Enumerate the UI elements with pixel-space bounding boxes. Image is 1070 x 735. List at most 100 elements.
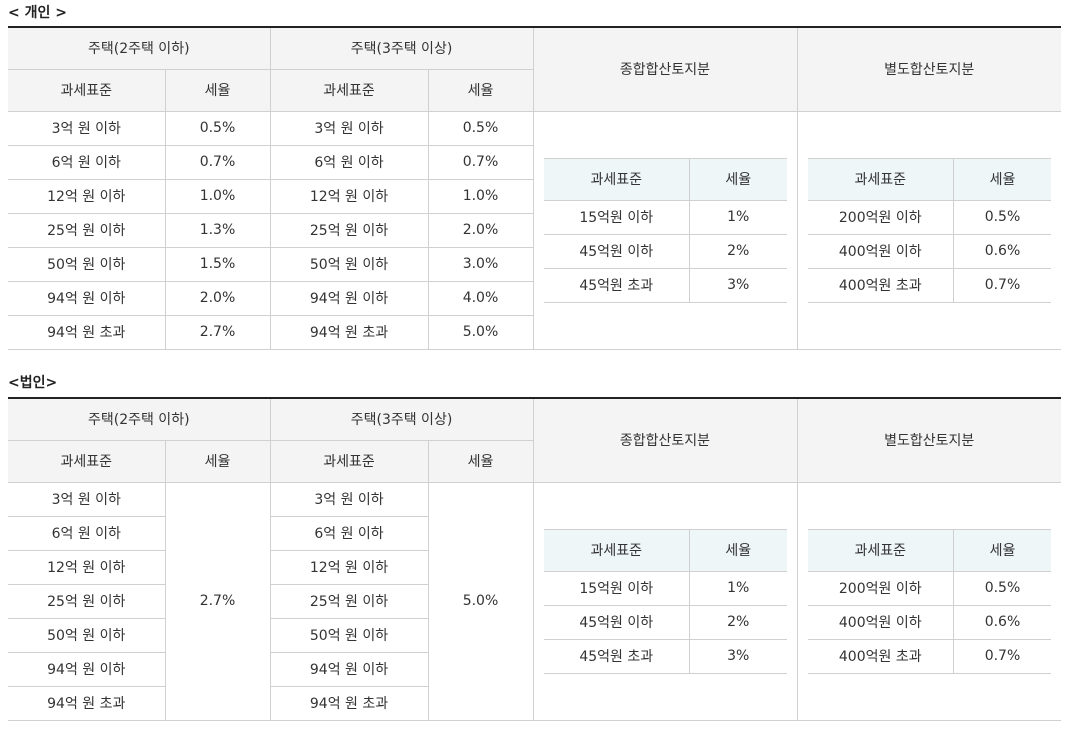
header-house2: 주택(2주택 이하): [8, 26, 271, 70]
rate-cell: 1.3%: [164, 212, 271, 248]
table-row: 50억 원 이하 50억 원 이하: [8, 617, 1061, 653]
table-row: 400억원 이하 0.6%: [807, 234, 1051, 269]
tax-base-cell: 6억 원 이하: [8, 144, 166, 180]
header-rate: 세율: [427, 68, 533, 112]
table-row: 94억 원 이하 94억 원 이하: [8, 651, 1061, 687]
tax-base-cell: 200억원 이하: [807, 200, 954, 235]
tax-base-cell: 15억원 이하: [543, 200, 690, 235]
individual-tax-table: 주택(2주택 이하) 주택(3주택 이상) 종합합산토지분 별도합산토지분 과세…: [8, 26, 1061, 350]
rate-cell: 0.5%: [953, 571, 1051, 606]
sub-header-tax-base: 과세표준: [807, 157, 954, 201]
rate-cell: 0.7%: [164, 144, 271, 180]
header-separate-land: 별도합산토지분: [796, 397, 1061, 483]
tax-base-cell: 94억 원 초과: [269, 314, 429, 350]
table-row: 45억원 초과 3%: [543, 639, 787, 674]
rate-cell: 5.0%: [427, 314, 533, 350]
rate-cell: 1%: [689, 200, 787, 235]
tax-base-cell: 3억 원 이하: [8, 481, 166, 517]
table-row: 45억원 초과 3%: [543, 268, 787, 303]
header-house3: 주택(3주택 이상): [269, 397, 534, 441]
general-land-table: 과세표준 세율 15억원 이하 1% 45억원 이하 2% 45억원 초과 3%: [543, 157, 787, 303]
sub-header-tax-base: 과세표준: [543, 157, 690, 201]
general-land-table: 과세표준 세율 15억원 이하 1% 45억원 이하 2% 45억원 초과 3%: [543, 528, 787, 674]
rate-cell: 0.6%: [953, 605, 1051, 640]
header-tax-base: 과세표준: [8, 439, 166, 483]
sub-header-tax-base: 과세표준: [807, 528, 954, 572]
table-row: 94억 원 초과 94억 원 초과: [8, 685, 1061, 721]
tax-base-cell: 400억원 이하: [807, 234, 954, 269]
tax-base-cell: 25억 원 이하: [8, 212, 166, 248]
individual-section-title: < 개인 >: [8, 5, 67, 21]
header-separate-land: 별도합산토지분: [796, 26, 1061, 112]
tax-base-cell: 45억원 초과: [543, 268, 690, 303]
rate-cell: 4.0%: [427, 280, 533, 316]
table-row: 45억원 이하 2%: [543, 605, 787, 640]
tax-base-cell: 6억 원 이하: [269, 144, 429, 180]
rate-cell: 2.0%: [164, 280, 271, 316]
tax-base-cell: 25억 원 이하: [269, 583, 428, 619]
rate-cell: 3%: [689, 268, 787, 303]
rate-cell: 0.7%: [953, 639, 1051, 674]
sub-header-rate: 세율: [953, 157, 1051, 201]
tax-base-cell: 12억 원 이하: [8, 549, 166, 585]
tax-base-cell: 45억원 이하: [543, 234, 690, 269]
tax-base-cell: 94억 원 이하: [269, 651, 428, 687]
tax-base-cell: 45억원 초과: [543, 639, 690, 674]
sub-header-rate: 세율: [689, 157, 787, 201]
tax-base-cell: 50억 원 이하: [269, 617, 428, 653]
table-row: 12억 원 이하 1.0% 12억 원 이하 1.0%: [8, 178, 1061, 214]
separate-land-cell: 과세표준 세율 200억원 이하 0.5% 400억원 이하 0.6% 400억원 …: [796, 481, 1061, 721]
tax-base-cell: 94억 원 이하: [269, 280, 429, 316]
table-row: 200억원 이하 0.5%: [807, 571, 1051, 606]
corporate-tax-table: 주택(2주택 이하) 주택(3주택 이상) 종합합산토지분 별도합산토지분 과세…: [8, 397, 1061, 721]
general-land-cell: 과세표준 세율 15억원 이하 1% 45억원 이하 2% 45억원 초과 3%: [532, 481, 798, 721]
table-row: 400억원 이하 0.6%: [807, 605, 1051, 640]
separate-land-table: 과세표준 세율 200억원 이하 0.5% 400억원 이하 0.6% 400억원 …: [807, 157, 1051, 303]
table-row: 94억 원 이하 2.0% 94억 원 이하 4.0%: [8, 280, 1061, 316]
header-tax-base: 과세표준: [8, 68, 166, 112]
table-row: 94억 원 초과 2.7% 94억 원 초과 5.0%: [8, 314, 1061, 350]
rate-cell: 0.7%: [953, 268, 1051, 303]
table-row: 25억 원 이하 25억 원 이하: [8, 583, 1061, 619]
rate-cell: 0.5%: [164, 110, 271, 146]
general-land-cell: 과세표준 세율 15억원 이하 1% 45억원 이하 2% 45억원 초과 3%: [532, 110, 798, 350]
separate-land-table: 과세표준 세율 200억원 이하 0.5% 400억원 이하 0.6% 400억원 …: [807, 528, 1051, 674]
table-row: 400억원 초과 0.7%: [807, 268, 1051, 303]
rate-cell: 3.0%: [427, 246, 533, 282]
tax-base-cell: 94억 원 초과: [8, 685, 166, 721]
header-general-land: 종합합산토지분: [532, 397, 798, 483]
tax-base-cell: 3억 원 이하: [269, 110, 429, 146]
rate-cell: 2.0%: [427, 212, 533, 248]
header-tax-base: 과세표준: [269, 68, 429, 112]
rate-cell: 1.0%: [427, 178, 533, 214]
tax-base-cell: 3억 원 이하: [8, 110, 166, 146]
table-row: 25억 원 이하 1.3% 25억 원 이하 2.0%: [8, 212, 1061, 248]
table-row: 50억 원 이하 1.5% 50억 원 이하 3.0%: [8, 246, 1061, 282]
tax-base-cell: 94억 원 이하: [8, 651, 166, 687]
tax-base-cell: 6억 원 이하: [269, 515, 428, 551]
tax-base-cell: 400억원 초과: [807, 268, 954, 303]
sub-header-tax-base: 과세표준: [543, 528, 690, 572]
rate-cell: 1%: [689, 571, 787, 606]
header-rate: 세율: [164, 439, 271, 483]
rate-cell: 2%: [689, 605, 787, 640]
tax-base-cell: 94억 원 초과: [8, 314, 166, 350]
separate-land-cell: 과세표준 세율 200억원 이하 0.5% 400억원 이하 0.6% 400억원 …: [796, 110, 1061, 350]
rate-cell: 2%: [689, 234, 787, 269]
rate-cell: 2.7%: [164, 314, 271, 350]
tax-base-cell: 3억 원 이하: [269, 481, 429, 517]
table-row: 400억원 초과 0.7%: [807, 639, 1051, 674]
tax-base-cell: 50억 원 이하: [8, 246, 166, 282]
rate-cell: 1.0%: [164, 178, 271, 214]
table-row: 200억원 이하 0.5%: [807, 200, 1051, 235]
header-rate: 세율: [427, 439, 533, 483]
table-row: 15억원 이하 1%: [543, 200, 787, 235]
header-house3: 주택(3주택 이상): [269, 26, 534, 70]
header-tax-base: 과세표준: [269, 439, 429, 483]
tax-base-cell: 200억원 이하: [807, 571, 954, 606]
sub-header-rate: 세율: [689, 528, 787, 572]
tax-base-cell: 12억 원 이하: [269, 549, 428, 585]
tax-base-cell: 15억원 이하: [543, 571, 690, 606]
tax-base-cell: 45억원 이하: [543, 605, 690, 640]
table-row: 3억 원 이하 2.7% 3억 원 이하 5.0% 과세표준 세율 15억원 이…: [8, 481, 1061, 721]
